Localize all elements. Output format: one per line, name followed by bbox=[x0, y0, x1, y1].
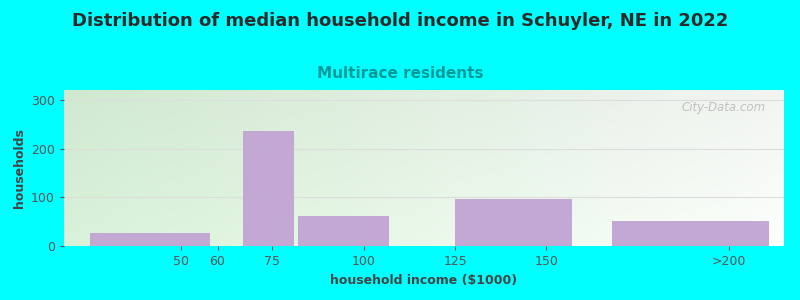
Bar bbox=[455, 199, 572, 246]
Text: Distribution of median household income in Schuyler, NE in 2022: Distribution of median household income … bbox=[72, 12, 728, 30]
Bar bbox=[298, 216, 390, 246]
Bar bbox=[243, 131, 294, 246]
Bar bbox=[612, 221, 770, 246]
Text: City-Data.com: City-Data.com bbox=[682, 101, 766, 114]
Bar bbox=[90, 233, 210, 246]
Y-axis label: households: households bbox=[13, 128, 26, 208]
Text: Multirace residents: Multirace residents bbox=[317, 66, 483, 81]
X-axis label: household income ($1000): household income ($1000) bbox=[330, 274, 518, 286]
